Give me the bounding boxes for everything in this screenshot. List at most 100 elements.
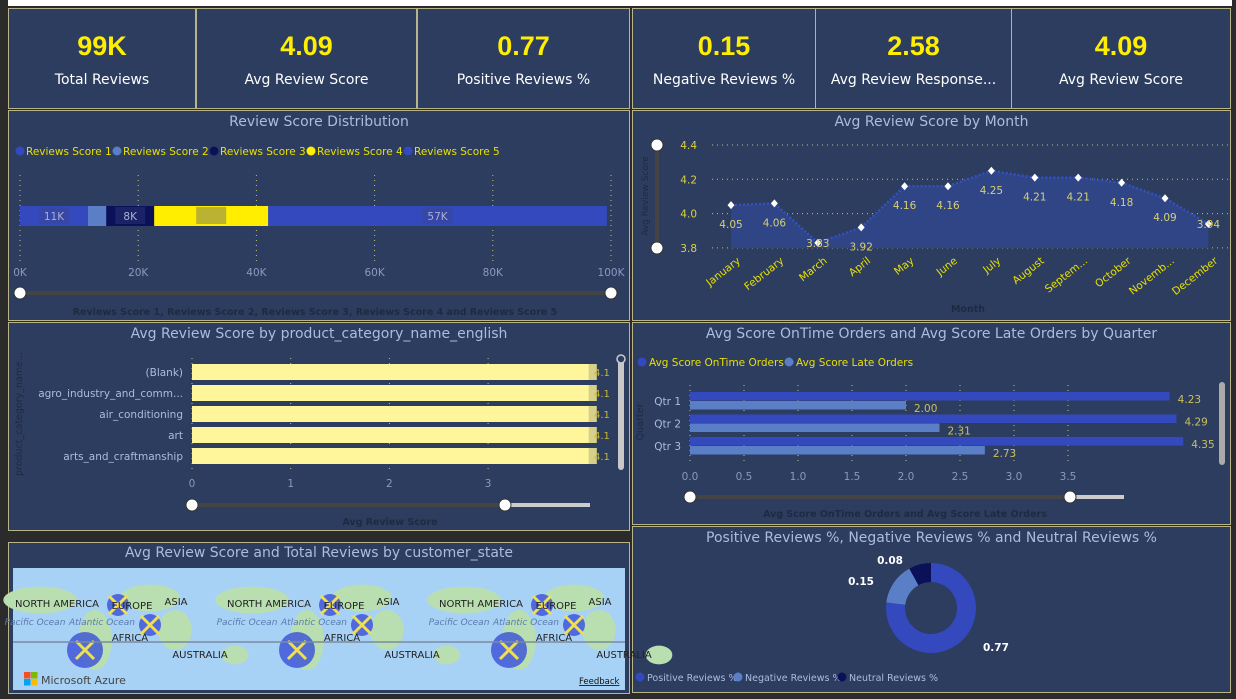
data-label: 4.1 <box>594 431 610 442</box>
bar-segment <box>20 206 88 226</box>
x-tick-label: August <box>1010 255 1046 287</box>
y-tick-label: 4.0 <box>680 209 697 221</box>
feedback-link[interactable]: Feedback <box>579 677 620 687</box>
data-point <box>1161 194 1169 203</box>
y-tick-label: Qtr 2 <box>654 419 681 431</box>
map-label: AUSTRALIA <box>596 650 652 661</box>
kpi-positive-reviews[interactable]: 0.77 Positive Reviews % <box>417 8 630 109</box>
data-label-bg <box>38 207 69 224</box>
legend-marker <box>637 357 647 367</box>
data-label: 2.00 <box>914 403 937 415</box>
x-tick-label: May <box>892 255 917 278</box>
land-mass <box>582 610 616 650</box>
kpi-value: 4.09 <box>280 31 333 61</box>
x-tick-label: 3.0 <box>1006 471 1023 483</box>
kpi-avg-review-score-2[interactable]: 4.09 Avg Review Score <box>1011 8 1231 109</box>
land-mass <box>433 645 461 665</box>
map-label: EUROPE <box>536 601 577 612</box>
data-point <box>1118 178 1126 187</box>
y-tick-label: (Blank) <box>146 367 183 379</box>
legend-marker <box>15 146 25 156</box>
panel-title: Review Score Distribution <box>229 114 409 130</box>
data-point <box>1204 219 1212 228</box>
panel-title: Avg Review Score by product_category_nam… <box>130 326 508 342</box>
data-label: 57K <box>427 211 448 223</box>
map-marker <box>139 614 161 636</box>
y-tick-label: agro_industry_and_comm... <box>38 388 183 400</box>
data-label: 4.25 <box>980 185 1003 197</box>
x-tick-label: December <box>1170 254 1221 297</box>
slider-handle-end[interactable] <box>1063 490 1077 504</box>
slider-handle-start[interactable] <box>13 286 27 300</box>
kpi-value: 99K <box>77 31 127 61</box>
data-label: 4.16 <box>893 200 917 212</box>
kpi-value: 4.09 <box>1094 31 1148 61</box>
data-point <box>1031 173 1039 182</box>
kpi-negative-reviews[interactable]: 0.15 Negative Reviews % <box>632 8 816 109</box>
data-label: 3.92 <box>850 241 873 253</box>
reviews-percent-donut-panel[interactable]: Positive Reviews %, Negative Reviews % a… <box>632 526 1231 693</box>
x-tick-label: 60K <box>364 267 385 279</box>
slider-handle-start[interactable] <box>185 498 199 512</box>
slider-handle-end[interactable] <box>498 498 512 512</box>
map-marker <box>286 639 308 661</box>
data-label-bg <box>588 385 597 401</box>
x-tick-label: March <box>797 255 830 284</box>
slider-handle[interactable] <box>650 138 664 152</box>
scrollbar[interactable] <box>618 358 624 470</box>
y-axis-title: Avg Review Score <box>641 156 651 236</box>
microsoft-logo-square <box>31 672 38 679</box>
scrollbar[interactable] <box>1219 382 1225 465</box>
y-tick-label: 3.8 <box>680 243 697 255</box>
x-tick-label: April <box>847 255 873 279</box>
scrollbar-handle[interactable] <box>616 354 626 364</box>
map-marker <box>319 594 341 616</box>
legend-label: Avg Score OnTime Orders <box>649 357 784 369</box>
data-label: 0.08 <box>877 555 903 567</box>
x-tick-label: 1.5 <box>844 471 861 483</box>
x-tick-label: 3.5 <box>1060 471 1077 483</box>
legend-marker <box>837 672 847 682</box>
kpi-avg-review-response[interactable]: 2.58 Avg Review Response... <box>815 8 1012 109</box>
data-label: 4.1 <box>594 410 610 421</box>
data-point <box>814 238 822 247</box>
data-label: 4.21 <box>1023 192 1046 204</box>
slider-handle-start[interactable] <box>683 490 697 504</box>
land-mass <box>215 586 289 614</box>
legend-label: Reviews Score 5 <box>414 146 500 158</box>
kpi-avg-review-score[interactable]: 4.09 Avg Review Score <box>196 8 417 109</box>
bar-segment <box>154 206 269 226</box>
land-mass <box>427 586 501 614</box>
map-marker <box>563 614 585 636</box>
land-mass <box>158 610 192 650</box>
data-point <box>857 223 865 232</box>
data-label-bg <box>588 427 597 443</box>
bar <box>192 427 597 443</box>
x-tick-label: Septem... <box>1043 255 1090 296</box>
data-point <box>987 166 995 175</box>
microsoft-logo-square <box>24 672 31 679</box>
y-tick-label: Qtr 3 <box>654 441 681 453</box>
bar <box>192 406 597 422</box>
bar <box>192 448 597 464</box>
map-label: Atlantic Ocean <box>280 618 347 628</box>
slider-handle-end[interactable] <box>604 286 618 300</box>
legend-label: Reviews Score 2 <box>123 146 209 158</box>
kpi-total-reviews[interactable]: 99K Total Reviews <box>8 8 196 109</box>
bar-segment <box>106 206 155 226</box>
data-point <box>944 182 952 191</box>
avg-score-by-category-panel[interactable]: Avg Review Score by product_category_nam… <box>8 322 630 531</box>
data-label: 3.83 <box>806 238 829 250</box>
y-tick-label: 4.2 <box>680 174 697 186</box>
legend-label: Reviews Score 1 <box>26 146 112 158</box>
slider-handle[interactable] <box>650 241 664 255</box>
data-label: 0.77 <box>983 642 1009 654</box>
x-tick-label: October <box>1093 254 1134 290</box>
x-tick-label: June <box>934 255 960 279</box>
y-tick-label: arts_and_craftmanship <box>63 451 183 463</box>
data-label: 2.31 <box>947 426 970 438</box>
data-label-bg <box>588 448 597 464</box>
map-marker <box>498 639 520 661</box>
data-label-bg <box>115 207 146 224</box>
data-label: 4.06 <box>763 217 787 229</box>
